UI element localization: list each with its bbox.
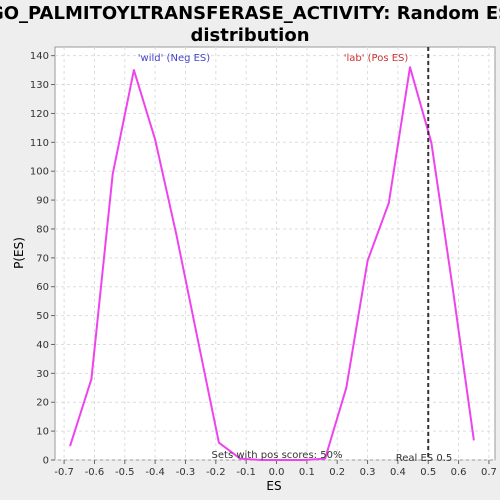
chart-title-line-1: GO_PALMITOYLTRANSFERASE_ACTIVITY: Random… xyxy=(0,3,500,24)
x-tick-label: -0.3 xyxy=(176,467,196,478)
x-tick-label: 0.4 xyxy=(390,467,406,478)
y-tick-label: 100 xyxy=(30,167,49,178)
data-point xyxy=(175,233,178,236)
y-tick-label: 90 xyxy=(36,196,49,207)
y-tick-label: 60 xyxy=(36,282,49,293)
data-point xyxy=(387,202,390,204)
data-point xyxy=(430,141,433,144)
data-point xyxy=(196,337,199,340)
x-tick-label: 0.3 xyxy=(360,467,376,478)
y-tick-label: 80 xyxy=(36,224,49,235)
data-point xyxy=(154,138,157,141)
x-tick-label: -0.2 xyxy=(206,467,226,478)
x-tick-label: 0.7 xyxy=(481,467,497,478)
y-tick-label: 70 xyxy=(36,253,49,264)
real-es-annotation: Real ES 0.5 xyxy=(396,453,452,464)
data-point xyxy=(132,69,135,72)
data-point xyxy=(111,173,114,175)
x-tick-label: 0.1 xyxy=(299,467,315,478)
y-tick-label: 110 xyxy=(30,138,49,149)
data-point xyxy=(239,457,242,460)
data-point xyxy=(217,441,220,444)
neg-es-label: 'wild' (Neg ES) xyxy=(138,53,210,64)
pos-scores-annotation: Sets with pos scores: 50% xyxy=(212,450,343,461)
x-axis-label: ES xyxy=(266,479,281,493)
y-tick-label: 20 xyxy=(36,398,49,409)
x-tick-label: -0.5 xyxy=(115,467,135,478)
data-point xyxy=(69,444,72,447)
y-tick-label: 10 xyxy=(36,427,49,438)
es-distribution-line xyxy=(69,66,475,461)
data-point xyxy=(472,438,475,441)
data-point xyxy=(451,285,454,288)
x-tick-label: 0.0 xyxy=(269,467,285,478)
x-tick-label: -0.6 xyxy=(85,467,105,478)
data-point xyxy=(324,457,326,460)
grid xyxy=(55,47,495,461)
data-point xyxy=(90,378,93,381)
x-tick-label: -0.1 xyxy=(236,467,256,478)
y-tick-label: 120 xyxy=(30,109,49,120)
chart-title-line-2: distribution xyxy=(190,25,309,46)
data-point xyxy=(302,459,305,461)
y-tick-label: 0 xyxy=(43,456,49,467)
y-tick-label: 50 xyxy=(36,311,49,322)
x-tick-label: -0.7 xyxy=(54,467,74,478)
x-tick-label: 0.2 xyxy=(329,467,345,478)
pos-es-label: 'lab' (Pos ES) xyxy=(344,53,409,64)
y-tick-label: 130 xyxy=(30,80,49,91)
y-axis-label: P(ES) xyxy=(12,237,26,269)
data-point xyxy=(260,459,263,461)
x-tick-label: 0.5 xyxy=(420,467,436,478)
data-point xyxy=(281,459,284,461)
axes: -0.7 -0.6 -0.5 -0.4 -0.3 -0.2 -0.1 0.0 0.1 0.2 0.3… xyxy=(30,51,497,478)
plot-area xyxy=(54,46,496,461)
data-point xyxy=(345,386,348,389)
series-layer xyxy=(69,66,475,461)
y-tick-label: 30 xyxy=(36,369,49,380)
y-tick-label: 140 xyxy=(30,51,49,62)
y-tick-label: 40 xyxy=(36,340,49,351)
data-point xyxy=(366,259,369,262)
x-tick-label: -0.4 xyxy=(145,467,165,478)
data-point xyxy=(409,66,411,69)
x-tick-label: 0.6 xyxy=(451,467,467,478)
